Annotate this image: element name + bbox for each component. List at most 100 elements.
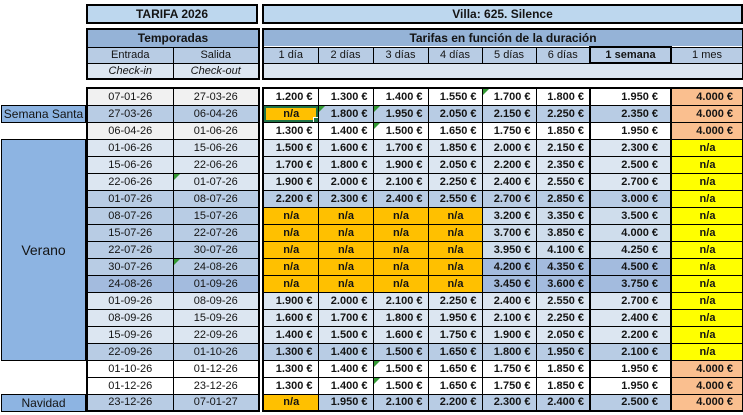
price-cell[interactable]: 1.500 € [372,121,429,140]
price-cell[interactable]: n/a [372,206,429,225]
price-cell[interactable]: 2.200 € [262,189,319,208]
price-cell[interactable]: 2.850 € [535,189,591,208]
price-cell[interactable]: 1.500 € [372,359,429,378]
price-cell[interactable]: 4.000 € [670,393,743,412]
salida-date-cell[interactable]: 15-07-26 [172,206,260,225]
price-cell[interactable]: 1.500 € [317,325,374,344]
salida-date-cell[interactable]: 08-09-26 [172,291,260,310]
price-cell[interactable]: 2.400 € [589,308,672,327]
price-cell[interactable]: 1.750 € [481,376,537,395]
price-cell[interactable]: n/a [670,308,743,327]
salida-date-cell[interactable]: 24-08-26 [172,257,260,276]
price-cell[interactable]: 1.300 € [262,121,319,140]
price-cell[interactable]: 2.400 € [481,291,537,310]
price-cell[interactable]: n/a [670,274,743,293]
selected-price-cell[interactable]: n/a [262,104,319,123]
price-cell[interactable]: 3.850 € [535,223,591,242]
entrada-date-cell[interactable]: 15-07-26 [86,223,174,242]
price-cell[interactable]: 2.700 € [589,291,672,310]
price-cell[interactable]: 2.000 € [317,291,374,310]
entrada-date-cell[interactable]: 22-07-26 [86,240,174,259]
entrada-date-cell[interactable]: 15-06-26 [86,155,174,174]
price-cell[interactable]: n/a [670,172,743,191]
price-cell[interactable]: n/a [317,240,374,259]
entrada-date-cell[interactable]: 08-09-26 [86,308,174,327]
entrada-date-cell[interactable]: 01-09-26 [86,291,174,310]
price-cell[interactable]: 1.650 € [427,376,483,395]
price-cell[interactable]: 1.800 € [317,155,374,174]
price-cell[interactable]: 2.400 € [372,189,429,208]
price-cell[interactable]: 2.050 € [427,104,483,123]
price-cell[interactable]: 4.000 € [589,223,672,242]
price-cell[interactable]: n/a [317,223,374,242]
price-cell[interactable]: 3.600 € [535,274,591,293]
checkout-subheader[interactable]: Check-out [172,62,260,80]
duration-header-1mes[interactable]: 1 mes [670,46,743,64]
entrada-date-cell[interactable]: 27-03-26 [86,104,174,123]
price-cell[interactable]: n/a [262,240,319,259]
price-cell[interactable]: 2.150 € [481,104,537,123]
price-cell[interactable]: 1.700 € [262,155,319,174]
price-cell[interactable]: n/a [670,155,743,174]
price-cell[interactable]: 1.300 € [262,342,319,361]
price-cell[interactable]: n/a [670,257,743,276]
entrada-date-cell[interactable]: 01-06-26 [86,138,174,157]
season-label-verano[interactable]: Verano [1,139,86,361]
price-cell[interactable]: 1.300 € [317,87,374,106]
price-cell[interactable]: 4.200 € [481,257,537,276]
price-cell[interactable]: 1.400 € [317,376,374,395]
price-cell[interactable]: 2.100 € [372,393,429,412]
price-cell[interactable]: 4.350 € [535,257,591,276]
duration-header-1semana[interactable]: 1 semana [589,46,672,64]
price-cell[interactable]: 4.000 € [670,104,743,123]
entrada-date-cell[interactable]: 07-01-26 [86,87,174,106]
price-cell[interactable]: 1.900 € [262,291,319,310]
price-cell[interactable]: 1.700 € [372,138,429,157]
salida-date-cell[interactable]: 01-10-26 [172,342,260,361]
price-cell[interactable]: 2.350 € [535,155,591,174]
price-cell[interactable]: 1.950 € [535,342,591,361]
price-cell[interactable]: 2.300 € [481,393,537,412]
price-cell[interactable]: n/a [317,206,374,225]
price-cell[interactable]: 1.400 € [372,87,429,106]
entrada-date-cell[interactable]: 01-10-26 [86,359,174,378]
price-cell[interactable]: 2.100 € [589,342,672,361]
price-cell[interactable]: 1.950 € [589,87,672,106]
tarifas-duracion-header[interactable]: Tarifas en función de la duración [262,28,743,48]
entrada-date-cell[interactable]: 08-07-26 [86,206,174,225]
price-cell[interactable]: n/a [670,206,743,225]
price-cell[interactable]: n/a [262,274,319,293]
price-cell[interactable]: 2.550 € [427,189,483,208]
price-cell[interactable]: n/a [372,240,429,259]
entrada-date-cell[interactable]: 15-09-26 [86,325,174,344]
price-cell[interactable]: 1.850 € [535,359,591,378]
price-cell[interactable]: 1.500 € [262,138,319,157]
price-cell[interactable]: 3.950 € [481,240,537,259]
price-cell[interactable]: 1.750 € [427,325,483,344]
price-cell[interactable]: 1.950 € [589,359,672,378]
price-cell[interactable]: 1.400 € [317,342,374,361]
salida-date-cell[interactable]: 22-06-26 [172,155,260,174]
price-cell[interactable]: 1.850 € [535,376,591,395]
entrada-date-cell[interactable]: 23-12-26 [86,393,174,412]
price-cell[interactable]: 2.050 € [427,155,483,174]
checkin-subheader[interactable]: Check-in [86,62,174,80]
entrada-date-cell[interactable]: 06-04-26 [86,121,174,140]
price-cell[interactable]: 1.650 € [427,121,483,140]
price-cell[interactable]: 1.550 € [427,87,483,106]
price-cell[interactable]: 2.050 € [535,325,591,344]
price-cell[interactable]: 4.100 € [535,240,591,259]
price-cell[interactable]: n/a [427,206,483,225]
price-cell[interactable]: n/a [427,257,483,276]
price-cell[interactable]: 2.350 € [589,104,672,123]
season-label-semana-santa[interactable]: Semana Santa [1,105,86,123]
price-cell[interactable]: 3.350 € [535,206,591,225]
price-cell[interactable]: 3.000 € [589,189,672,208]
price-cell[interactable]: 2.250 € [427,172,483,191]
price-cell[interactable]: n/a [670,138,743,157]
price-cell[interactable]: 1.800 € [317,104,374,123]
price-cell[interactable]: n/a [670,325,743,344]
price-cell[interactable]: 1.300 € [262,376,319,395]
salida-date-cell[interactable]: 01-09-26 [172,274,260,293]
duration-header-4dias[interactable]: 4 días [427,46,483,64]
